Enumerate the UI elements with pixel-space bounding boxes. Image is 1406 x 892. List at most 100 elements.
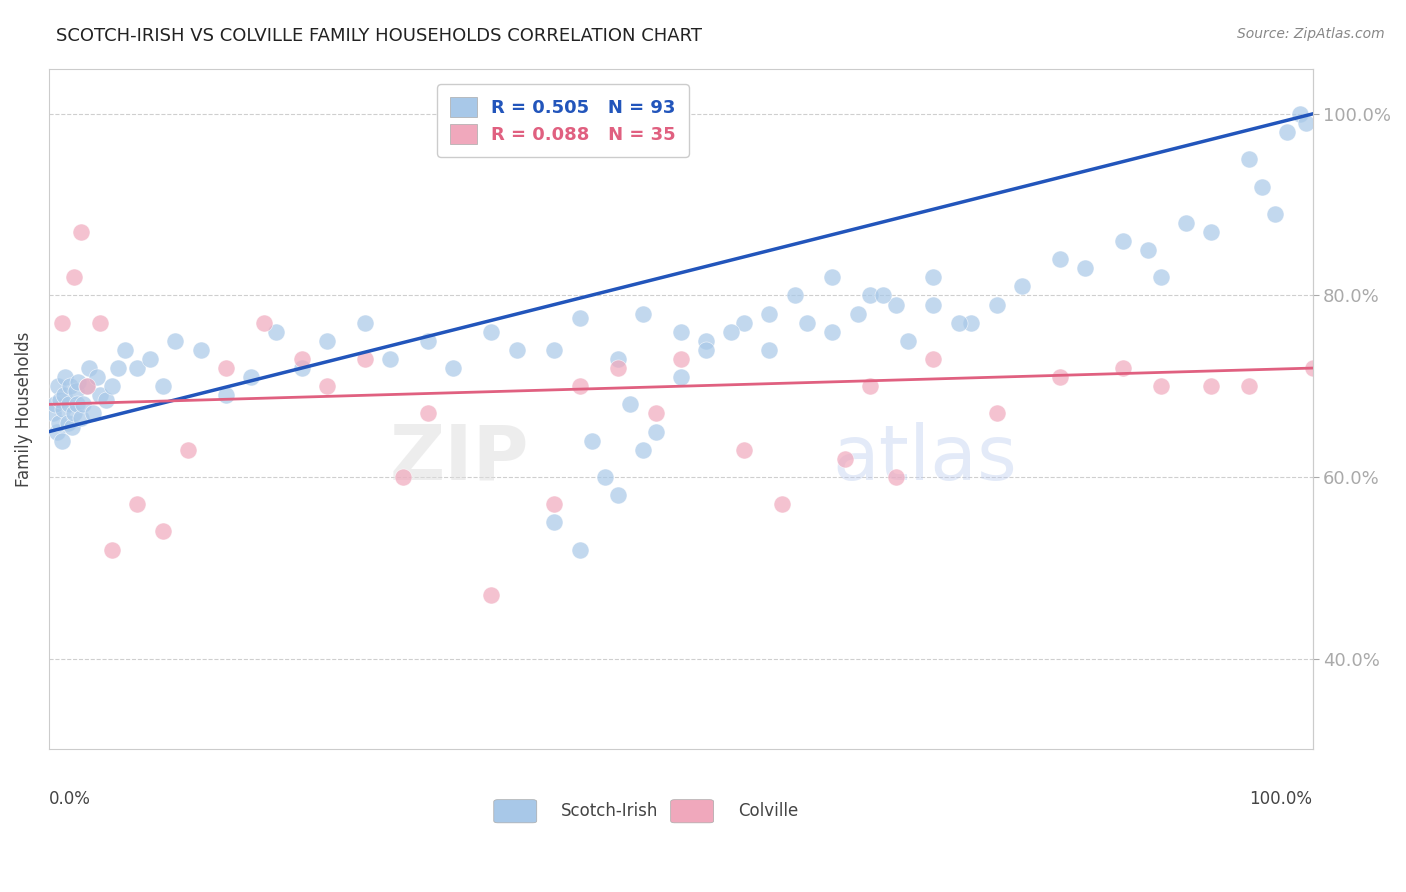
Point (101, 542, 124, 557)
Point (65, 384, 87, 398)
Point (127, 497, 149, 511)
Point (52, 401, 75, 416)
Text: Scotch-Irish: Scotch-Irish (561, 802, 658, 820)
Point (67, 375, 90, 389)
Point (59, 379, 82, 393)
Point (42, 407, 65, 421)
Point (922, 270, 945, 285)
Point (568, 311, 591, 326)
Point (960, 316, 983, 330)
Point (46, 379, 69, 393)
Point (834, 451, 856, 466)
Point (669, 351, 692, 366)
Point (1137, 243, 1160, 257)
Point (1150, 379, 1173, 393)
Point (1112, 361, 1135, 376)
Point (1239, 153, 1261, 167)
Point (669, 370, 692, 384)
Point (1011, 279, 1033, 293)
Point (922, 351, 945, 366)
Point (1049, 370, 1071, 384)
Point (63, 407, 86, 421)
Text: ZIP: ZIP (389, 422, 529, 496)
Point (441, 361, 464, 376)
Point (177, 442, 200, 457)
Point (79, 361, 101, 376)
Point (378, 351, 401, 366)
Point (1264, 207, 1286, 221)
Point (94, 392, 117, 407)
Point (291, 361, 314, 376)
Point (114, 343, 136, 357)
Point (884, 297, 907, 311)
Point (139, 351, 162, 366)
Point (568, 379, 591, 393)
Point (796, 316, 818, 330)
Point (69, 411, 91, 425)
Point (606, 351, 628, 366)
Point (758, 343, 780, 357)
Point (821, 325, 844, 339)
Point (127, 361, 149, 376)
Point (1175, 216, 1198, 230)
Point (89, 316, 111, 330)
Y-axis label: Family Households: Family Households (15, 331, 32, 487)
Text: Colville: Colville (738, 802, 797, 820)
Point (897, 334, 920, 348)
Point (568, 542, 591, 557)
Point (45, 425, 67, 439)
Point (846, 307, 869, 321)
Point (922, 297, 945, 311)
Point (190, 343, 212, 357)
Point (644, 407, 666, 421)
Point (1150, 270, 1173, 285)
Point (669, 325, 692, 339)
Point (821, 270, 844, 285)
Point (51, 316, 73, 330)
Point (1289, 107, 1312, 121)
Point (165, 334, 187, 348)
Point (416, 407, 439, 421)
Point (948, 316, 970, 330)
Point (884, 470, 907, 484)
Point (505, 343, 527, 357)
Point (872, 288, 894, 302)
Point (354, 316, 377, 330)
Point (1112, 234, 1135, 248)
Point (253, 316, 276, 330)
Point (770, 497, 793, 511)
Point (266, 325, 288, 339)
Point (986, 407, 1008, 421)
FancyBboxPatch shape (671, 800, 714, 822)
Point (316, 334, 339, 348)
Point (1302, 361, 1324, 376)
Point (644, 425, 666, 439)
Point (758, 307, 780, 321)
Point (1074, 261, 1097, 276)
Point (58, 397, 80, 411)
Point (291, 351, 314, 366)
Point (631, 307, 654, 321)
Point (215, 388, 238, 402)
Point (733, 442, 755, 457)
Point (733, 316, 755, 330)
Point (60, 420, 83, 434)
Point (606, 488, 628, 502)
Point (1201, 379, 1223, 393)
Point (619, 397, 641, 411)
Point (581, 434, 603, 448)
Point (101, 379, 124, 393)
Point (543, 516, 565, 530)
Text: SCOTCH-IRISH VS COLVILLE FAMILY HOUSEHOLDS CORRELATION CHART: SCOTCH-IRISH VS COLVILLE FAMILY HOUSEHOL… (56, 27, 702, 45)
Point (56, 416, 79, 430)
Point (986, 297, 1008, 311)
Point (69, 225, 91, 239)
Point (1277, 125, 1299, 139)
Point (1251, 179, 1274, 194)
Point (66, 397, 89, 411)
Legend: R = 0.505   N = 93, R = 0.088   N = 35: R = 0.505 N = 93, R = 0.088 N = 35 (437, 85, 689, 157)
Point (44, 397, 66, 411)
FancyBboxPatch shape (494, 800, 537, 822)
Point (859, 288, 882, 302)
Point (215, 361, 238, 376)
